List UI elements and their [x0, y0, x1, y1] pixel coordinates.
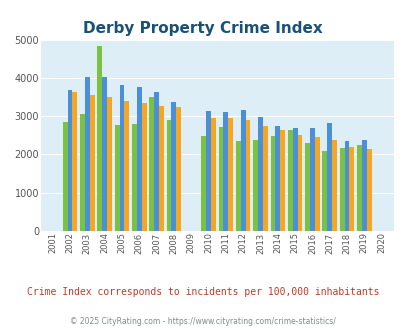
Bar: [159, 106, 164, 231]
Bar: [309, 128, 314, 231]
Bar: [107, 97, 112, 231]
Bar: [344, 141, 349, 231]
Bar: [292, 128, 297, 231]
Bar: [262, 126, 267, 231]
Bar: [218, 127, 223, 231]
Bar: [68, 90, 72, 231]
Bar: [223, 112, 228, 231]
Text: © 2025 CityRating.com - https://www.cityrating.com/crime-statistics/: © 2025 CityRating.com - https://www.city…: [70, 317, 335, 326]
Bar: [102, 77, 107, 231]
Bar: [171, 102, 176, 231]
Bar: [201, 136, 206, 231]
Bar: [331, 140, 336, 231]
Bar: [275, 126, 279, 231]
Bar: [245, 120, 250, 231]
Bar: [176, 107, 181, 231]
Bar: [240, 110, 245, 231]
Bar: [90, 95, 94, 231]
Bar: [166, 120, 171, 231]
Bar: [235, 141, 240, 231]
Bar: [132, 124, 136, 231]
Bar: [270, 136, 275, 231]
Bar: [314, 137, 319, 231]
Bar: [124, 101, 129, 231]
Bar: [119, 85, 124, 231]
Bar: [326, 123, 331, 231]
Bar: [361, 140, 366, 231]
Bar: [63, 122, 68, 231]
Bar: [322, 150, 326, 231]
Bar: [72, 92, 77, 231]
Bar: [297, 135, 302, 231]
Bar: [339, 148, 344, 231]
Bar: [141, 103, 146, 231]
Bar: [85, 77, 90, 231]
Bar: [149, 97, 154, 231]
Bar: [115, 125, 119, 231]
Bar: [279, 130, 284, 231]
Bar: [136, 87, 141, 231]
Bar: [287, 130, 292, 231]
Bar: [258, 116, 262, 231]
Bar: [356, 145, 361, 231]
Bar: [228, 118, 232, 231]
Bar: [366, 149, 371, 231]
Bar: [80, 114, 85, 231]
Text: Crime Index corresponds to incidents per 100,000 inhabitants: Crime Index corresponds to incidents per…: [27, 287, 378, 297]
Bar: [211, 118, 215, 231]
Bar: [253, 140, 258, 231]
Bar: [97, 47, 102, 231]
Bar: [154, 92, 159, 231]
Bar: [349, 147, 354, 231]
Bar: [305, 143, 309, 231]
Bar: [206, 111, 211, 231]
Text: Derby Property Crime Index: Derby Property Crime Index: [83, 21, 322, 36]
